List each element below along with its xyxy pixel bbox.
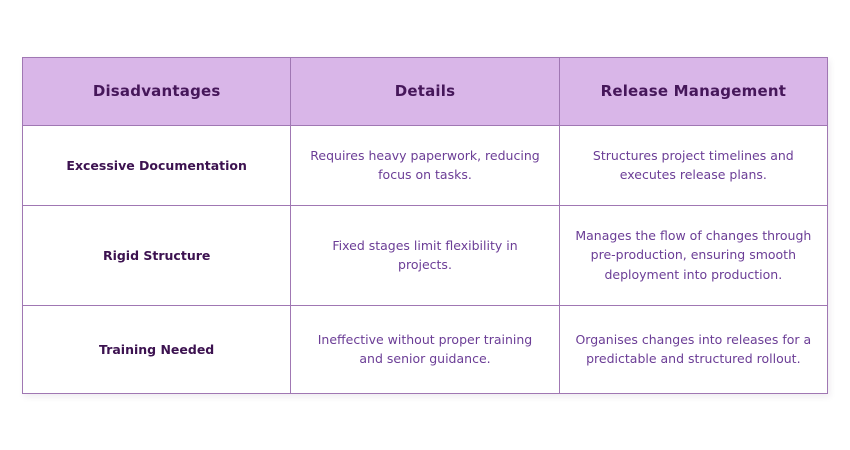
header-row: Disadvantages Details Release Management — [21, 56, 829, 126]
cell-row2-release-management: Manages the flow of changes through pre-… — [558, 204, 829, 306]
table-row: Training Needed Ineffective without prop… — [21, 304, 829, 394]
cell-row1-details: Requires heavy paperwork, reducing focus… — [290, 124, 560, 206]
table-body: Excessive Documentation Requires heavy p… — [21, 124, 829, 394]
table-header: Disadvantages Details Release Management — [21, 56, 829, 126]
cell-row2-details: Fixed stages limit flexibility in projec… — [290, 204, 560, 306]
column-header-release-management: Release Management — [558, 56, 829, 126]
comparison-table: Disadvantages Details Release Management… — [21, 56, 829, 394]
cell-row2-disadvantage: Rigid Structure — [21, 204, 292, 306]
column-header-details: Details — [290, 56, 560, 126]
cell-row3-release-management: Organises changes into releases for a pr… — [558, 304, 829, 394]
column-header-disadvantages: Disadvantages — [21, 56, 292, 126]
cell-row1-disadvantage: Excessive Documentation — [21, 124, 292, 206]
cell-row3-details: Ineffective without proper training and … — [290, 304, 560, 394]
table-row: Rigid Structure Fixed stages limit flexi… — [21, 204, 829, 306]
cell-row3-disadvantage: Training Needed — [21, 304, 292, 394]
cell-row1-release-management: Structures project timelines and execute… — [558, 124, 829, 206]
table-row: Excessive Documentation Requires heavy p… — [21, 124, 829, 206]
